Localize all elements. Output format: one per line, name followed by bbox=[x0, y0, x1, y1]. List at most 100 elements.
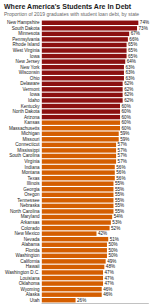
bar bbox=[42, 204, 114, 208]
data-label: 50% bbox=[108, 248, 117, 253]
y-tick-label: Ohio bbox=[30, 76, 40, 81]
data-label: 55% bbox=[115, 203, 124, 208]
data-label: 47% bbox=[105, 270, 114, 275]
y-tick-label: New Jersey bbox=[16, 59, 41, 64]
y-tick-label: Tennessee bbox=[17, 198, 40, 203]
y-tick-label: Alaska bbox=[26, 292, 40, 297]
data-label: 63% bbox=[125, 70, 134, 75]
data-label: 62% bbox=[124, 81, 133, 86]
data-label: 55% bbox=[115, 192, 124, 197]
y-tick-label: Rhode Island bbox=[12, 42, 40, 47]
bar bbox=[42, 243, 107, 247]
title: Where America's Students Are In Debt bbox=[4, 3, 132, 10]
data-label: 73% bbox=[139, 26, 148, 31]
data-label: 55% bbox=[115, 198, 124, 203]
data-label: 62% bbox=[124, 98, 133, 103]
y-tick-label: Missouri bbox=[22, 137, 39, 142]
bar bbox=[42, 159, 117, 163]
y-tick-label: Oregon bbox=[24, 192, 40, 197]
y-tick-label: Iowa bbox=[30, 54, 40, 59]
subtitle: Proportion of 2019 graduates with studen… bbox=[4, 11, 139, 17]
data-label: 62% bbox=[124, 92, 133, 97]
y-tick-label: Colorado bbox=[21, 226, 40, 231]
data-label: 60% bbox=[122, 104, 131, 109]
bar bbox=[42, 237, 109, 241]
data-label: 65% bbox=[128, 48, 137, 53]
data-label: 60% bbox=[122, 115, 131, 120]
chart: Where America's Students Are In DebtProp… bbox=[0, 0, 164, 308]
y-tick-label: Florida bbox=[26, 248, 40, 253]
bar bbox=[42, 276, 103, 280]
data-label: 51% bbox=[110, 237, 119, 242]
y-tick-label: California bbox=[20, 259, 40, 264]
bar bbox=[42, 115, 120, 119]
data-label: 53% bbox=[112, 220, 121, 225]
data-label: 62% bbox=[124, 87, 133, 92]
bar bbox=[42, 187, 114, 191]
bar bbox=[42, 298, 76, 302]
data-label: 66% bbox=[129, 37, 138, 42]
bar bbox=[42, 193, 114, 197]
y-tick-label: Mississippi bbox=[17, 148, 39, 153]
y-tick-label: Kentucky bbox=[21, 104, 41, 109]
y-tick-label: Nevada bbox=[24, 237, 40, 242]
bar bbox=[42, 281, 103, 285]
bar bbox=[42, 59, 126, 63]
data-label: 50% bbox=[108, 253, 117, 258]
data-label: 56% bbox=[116, 170, 125, 175]
data-label: 52% bbox=[111, 226, 120, 231]
bar bbox=[42, 248, 107, 252]
bar bbox=[42, 254, 107, 258]
y-tick-label: South Carolina bbox=[9, 153, 40, 158]
bar bbox=[42, 165, 115, 169]
y-tick-label: Minnesota bbox=[18, 31, 40, 36]
y-tick-label: South Dakota bbox=[12, 26, 40, 31]
y-tick-label: Nebraska bbox=[20, 203, 40, 208]
data-label: 48% bbox=[106, 264, 115, 269]
bar bbox=[42, 143, 117, 147]
y-tick-label: Pennsylvania bbox=[12, 37, 40, 42]
data-label: 63% bbox=[125, 76, 134, 81]
data-label: 26% bbox=[77, 298, 86, 303]
y-tick-label: Indiana bbox=[24, 165, 40, 170]
bar bbox=[42, 176, 115, 180]
bar bbox=[42, 170, 115, 174]
y-tick-label: Kansas bbox=[24, 120, 40, 125]
bar bbox=[42, 132, 119, 136]
data-label: 64% bbox=[127, 59, 136, 64]
data-label: 42% bbox=[98, 231, 107, 236]
y-tick-label: Wyoming bbox=[20, 287, 40, 292]
bar bbox=[42, 154, 117, 158]
bar bbox=[42, 220, 111, 224]
data-label: 60% bbox=[122, 120, 131, 125]
bar bbox=[42, 198, 114, 202]
y-tick-label: Michigan bbox=[21, 131, 40, 136]
y-tick-label: Vermont bbox=[22, 87, 40, 92]
y-tick-label: Illinois bbox=[27, 181, 40, 186]
bar bbox=[42, 32, 130, 36]
y-tick-label: New York bbox=[20, 65, 40, 70]
bars bbox=[42, 21, 139, 303]
bar bbox=[42, 181, 114, 185]
y-tick-label: Washington D.C. bbox=[5, 270, 40, 275]
y-tick-label: Delaware bbox=[20, 81, 40, 86]
bar bbox=[42, 120, 120, 124]
bar bbox=[42, 209, 114, 213]
bar bbox=[42, 226, 110, 230]
bar bbox=[42, 109, 120, 113]
data-label: 46% bbox=[103, 287, 112, 292]
y-tick-label: Virginia bbox=[24, 159, 40, 164]
bar bbox=[42, 259, 106, 263]
data-label: 60% bbox=[122, 109, 131, 114]
bar bbox=[42, 231, 97, 235]
y-tick-label: North Carolina bbox=[10, 209, 40, 214]
bar bbox=[42, 76, 124, 80]
data-label: 57% bbox=[118, 142, 127, 147]
data-label: 57% bbox=[118, 153, 127, 158]
y-tick-label: Arizona bbox=[24, 115, 40, 120]
bar bbox=[42, 48, 127, 52]
data-label: 60% bbox=[122, 126, 131, 131]
y-tick-label: Massachusetts bbox=[9, 126, 40, 131]
data-label: 74% bbox=[140, 20, 149, 25]
y-tick-label: Iowa bbox=[30, 92, 40, 97]
